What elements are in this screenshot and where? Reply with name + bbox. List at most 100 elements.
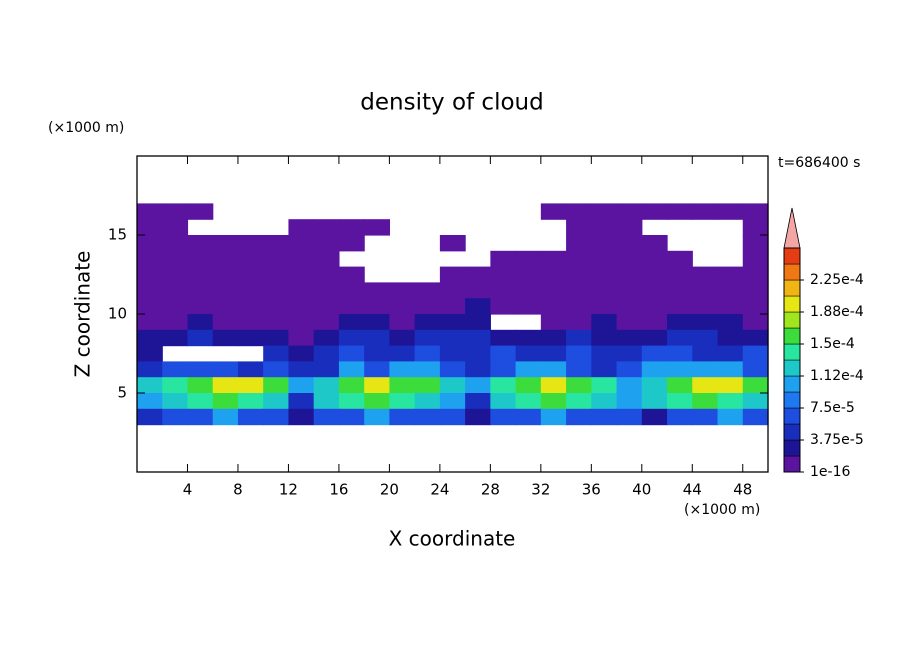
field-cell (212, 361, 239, 378)
field-cell (490, 377, 517, 394)
x-axis-label: X coordinate (389, 527, 516, 551)
field-cell (263, 393, 290, 410)
y-unit: (×1000 m) (48, 120, 124, 136)
field-cell (439, 377, 466, 394)
field-cell (591, 298, 618, 315)
field-cell (490, 408, 517, 426)
field-cell (692, 361, 719, 378)
field-cell (641, 250, 668, 268)
field-cell (414, 377, 441, 394)
field-cell (212, 329, 239, 347)
y-tick-label: 5 (117, 384, 127, 402)
field-cell (439, 361, 466, 378)
field-cell (313, 329, 340, 347)
field-cell (313, 298, 340, 315)
field-cell (465, 408, 491, 426)
field-cell (338, 266, 365, 283)
field-cell (616, 203, 643, 220)
colorbar-tick-label: 7.5e-5 (810, 400, 855, 416)
field-cell (742, 345, 769, 362)
field-cell (263, 298, 290, 315)
colorbar-box (783, 375, 801, 393)
field-cell (162, 282, 189, 299)
field-cell (515, 361, 542, 378)
field-cell (137, 314, 163, 331)
field-cell (616, 235, 643, 252)
field-cell (364, 282, 390, 299)
field-cell (667, 345, 693, 362)
field-cell (414, 345, 441, 362)
y-axis-label: Z coordinate (71, 251, 95, 378)
field-cell (414, 329, 441, 347)
field-cell (263, 250, 290, 268)
field-cell (641, 345, 668, 362)
field-cell (667, 377, 693, 394)
field-cell (566, 408, 592, 426)
field-cell (641, 393, 668, 410)
field-cell (591, 235, 618, 252)
field-cell (187, 203, 214, 220)
field-cell (389, 361, 416, 378)
field-cell (692, 329, 719, 347)
x-tick-label: 36 (582, 481, 601, 499)
field-cell (263, 235, 290, 252)
field-cell (515, 298, 542, 315)
field-cell (591, 329, 618, 347)
colorbar-box (783, 343, 801, 361)
field-cell (465, 298, 491, 315)
field-cell (414, 408, 441, 426)
field-cell (616, 345, 643, 362)
field-cell (288, 329, 315, 347)
field-cell (137, 298, 163, 315)
field-cell (566, 298, 592, 315)
field-cell (338, 393, 365, 410)
field-cell (263, 329, 290, 347)
field-cell (187, 298, 214, 315)
field-cell (641, 203, 668, 220)
field-cell (137, 203, 163, 220)
field-cell (566, 203, 592, 220)
field-cell (364, 345, 390, 362)
field-cell (237, 361, 264, 378)
field-cell (237, 298, 264, 315)
field-cell (162, 266, 189, 283)
field-cell (742, 235, 769, 252)
colorbar-box (783, 295, 801, 313)
field-cell (439, 266, 466, 283)
field-cell (540, 377, 567, 394)
field-cell (641, 235, 668, 252)
field-cell (338, 235, 365, 252)
field-cell (162, 393, 189, 410)
field-cell (137, 266, 163, 283)
field-cell (465, 361, 491, 378)
field-cell (162, 235, 189, 252)
field-cell (187, 235, 214, 252)
field-cell (389, 345, 416, 362)
field-cell (162, 329, 189, 347)
field-cell (490, 250, 517, 268)
colorbar-box (783, 359, 801, 377)
colorbar-box (783, 247, 801, 265)
field-cell (162, 298, 189, 315)
field-cell (692, 314, 719, 331)
x-tick-label: 4 (183, 481, 193, 499)
field-cell (540, 282, 567, 299)
field-cell (515, 250, 542, 268)
field-cell (364, 408, 390, 426)
colorbar-frame (783, 247, 801, 473)
field-cell (162, 203, 189, 220)
field-cell (137, 282, 163, 299)
field-cell (591, 377, 618, 394)
field-cell (566, 219, 592, 236)
field-cell (414, 361, 441, 378)
field-cell (692, 203, 719, 220)
chart-title: density of cloud (360, 90, 543, 116)
field-cell (540, 314, 567, 331)
colorbar-box (783, 327, 801, 345)
field-cell (137, 345, 163, 362)
field-cell (490, 361, 517, 378)
field-cell (717, 203, 744, 220)
colorbar-tick-label: 1.12e-4 (810, 368, 864, 384)
field-cell (692, 408, 719, 426)
field-cell (162, 314, 189, 331)
